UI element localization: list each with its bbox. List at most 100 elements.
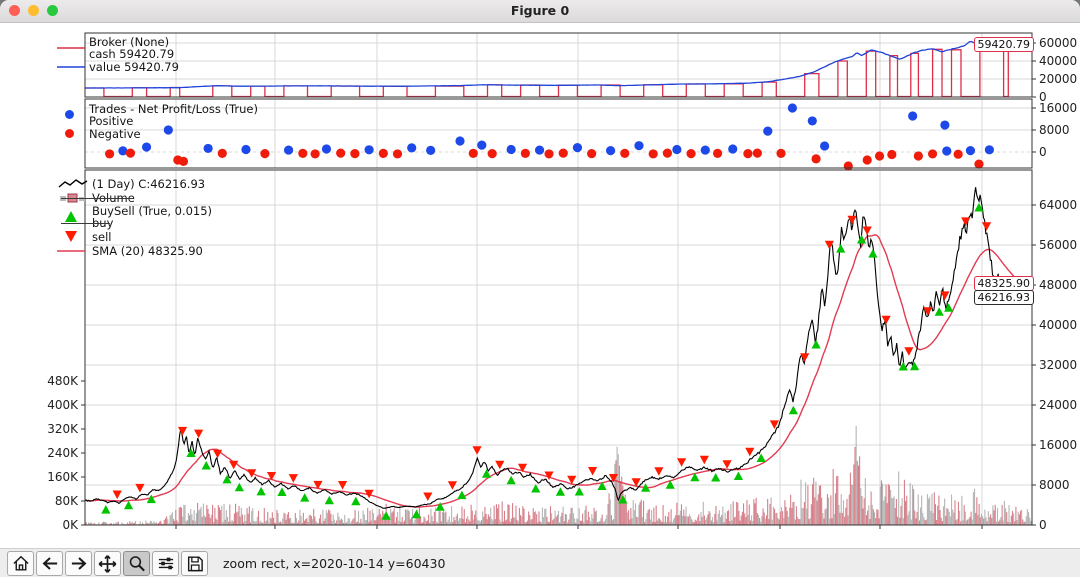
volume-bar bbox=[298, 520, 300, 525]
volume-bar bbox=[1013, 513, 1015, 525]
zoom-button[interactable] bbox=[123, 551, 150, 576]
sell-marker bbox=[567, 475, 577, 485]
volume-bar bbox=[422, 522, 424, 525]
positive-trade-dot bbox=[965, 146, 976, 156]
home-button[interactable] bbox=[7, 551, 34, 576]
volume-bar bbox=[225, 510, 227, 525]
buy-legend-marker bbox=[65, 211, 77, 222]
volume-bar bbox=[624, 494, 626, 525]
volume-bar bbox=[171, 512, 173, 525]
positive-trade-dot bbox=[700, 145, 710, 155]
volume-bar bbox=[361, 522, 363, 525]
volume-bar bbox=[289, 518, 291, 525]
sma-annotation: 48325.90 bbox=[973, 276, 1034, 291]
volume-bar bbox=[779, 511, 781, 525]
volume-bar bbox=[910, 519, 912, 525]
volume-bar bbox=[767, 498, 769, 525]
close-annotation: 46216.93 bbox=[973, 290, 1034, 305]
volume-bar bbox=[402, 521, 404, 525]
volume-bar bbox=[454, 520, 456, 525]
volume-bar bbox=[582, 513, 584, 525]
buy-marker bbox=[974, 202, 984, 212]
volume-bar bbox=[156, 523, 158, 525]
volume-bar bbox=[729, 521, 731, 525]
volume-bar bbox=[545, 508, 547, 525]
volume-bar bbox=[394, 522, 396, 525]
sell-marker bbox=[266, 471, 277, 481]
volume-bar bbox=[842, 500, 845, 525]
volume-bar bbox=[606, 514, 608, 525]
save-button[interactable] bbox=[181, 551, 208, 576]
volume-bar bbox=[568, 519, 570, 525]
negative-trade-dot bbox=[558, 148, 568, 158]
volume-bar bbox=[352, 519, 354, 525]
positive-trade-dot bbox=[506, 144, 516, 155]
volume-bar bbox=[293, 522, 295, 525]
volume-bar bbox=[874, 512, 876, 525]
volume-bar bbox=[631, 518, 633, 525]
volume-bar bbox=[607, 504, 609, 525]
volume-bar bbox=[285, 519, 287, 525]
close-window-button[interactable] bbox=[9, 5, 20, 16]
volume-bar bbox=[487, 514, 489, 525]
volume-bar bbox=[1005, 508, 1007, 525]
volume-bar bbox=[790, 494, 792, 525]
volume-bar bbox=[643, 500, 645, 525]
volume-bar bbox=[603, 521, 606, 525]
tick-label: 60000 bbox=[1039, 36, 1077, 50]
volume-bar bbox=[192, 520, 194, 525]
volume-bar bbox=[147, 523, 149, 525]
volume-bar bbox=[805, 482, 807, 525]
volume-bar bbox=[440, 521, 442, 525]
volume-bar bbox=[671, 522, 673, 525]
forward-button[interactable] bbox=[65, 551, 92, 576]
volume-bar bbox=[964, 511, 966, 525]
minimize-window-button[interactable] bbox=[28, 5, 39, 16]
volume-bar bbox=[521, 516, 523, 525]
volume-bar bbox=[852, 485, 854, 525]
negative-trade-dot bbox=[298, 148, 308, 158]
maximize-window-button[interactable] bbox=[47, 5, 58, 16]
volume-bar bbox=[297, 522, 299, 525]
negative-dot-legend-marker bbox=[65, 129, 74, 138]
volume-bar bbox=[822, 513, 824, 525]
back-icon bbox=[42, 557, 57, 570]
broker-legend-title: Broker (None) bbox=[89, 35, 170, 49]
volume-bar bbox=[445, 511, 447, 525]
volume-bar bbox=[993, 510, 995, 525]
volume-bar bbox=[446, 521, 448, 525]
volume-bar bbox=[623, 501, 625, 525]
volume-bar bbox=[853, 464, 855, 525]
volume-bar bbox=[115, 522, 117, 525]
volume-bar bbox=[307, 522, 309, 525]
volume-bar bbox=[533, 512, 535, 525]
volume-bar bbox=[459, 518, 461, 525]
volume-bar bbox=[605, 518, 607, 525]
volume-bar bbox=[1016, 520, 1018, 525]
volume-bar bbox=[677, 515, 679, 525]
volume-bar bbox=[949, 516, 951, 525]
volume-bar bbox=[731, 520, 733, 525]
volume-bar bbox=[794, 519, 796, 525]
volume-bar bbox=[998, 521, 1000, 525]
volume-bar bbox=[622, 485, 624, 525]
positive-trade-dot bbox=[364, 145, 374, 155]
volume-bar bbox=[987, 511, 989, 525]
volume-bar bbox=[616, 446, 618, 525]
volume-bar bbox=[557, 510, 560, 525]
pan-button[interactable] bbox=[94, 551, 121, 576]
back-button[interactable] bbox=[36, 551, 63, 576]
buy-marker bbox=[909, 361, 920, 371]
volume-bar bbox=[907, 515, 909, 525]
volume-bar bbox=[354, 510, 356, 525]
volume-bar bbox=[772, 506, 774, 525]
volume-bar bbox=[524, 521, 526, 525]
volume-bar bbox=[732, 501, 734, 525]
subplots-button[interactable] bbox=[152, 551, 179, 576]
volume-bar bbox=[428, 514, 430, 525]
volume-bar bbox=[994, 504, 996, 525]
volume-bar bbox=[744, 513, 746, 525]
volume-bar bbox=[553, 518, 555, 525]
price-line-legend-marker bbox=[58, 179, 88, 188]
